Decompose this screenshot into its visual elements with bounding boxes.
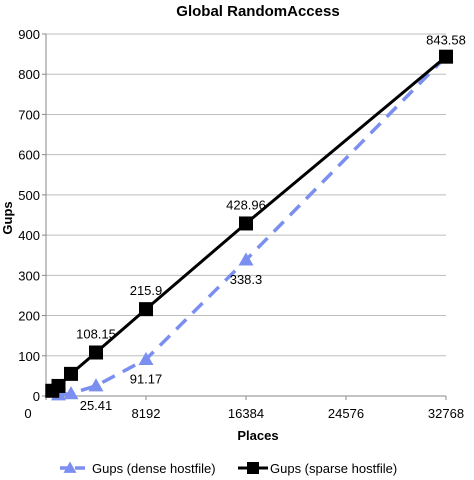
data-label: 25.41 xyxy=(80,398,113,413)
legend-label: Gups (dense hostfile) xyxy=(92,461,216,476)
y-tick-label: 300 xyxy=(18,268,40,283)
y-tick-label: 500 xyxy=(18,188,40,203)
series-group xyxy=(45,49,454,401)
legend-marker-square xyxy=(247,462,259,474)
data-label: 428.96 xyxy=(226,197,266,212)
y-tick-label: 600 xyxy=(18,148,40,163)
data-point-sparse xyxy=(64,366,78,381)
legend: Gups (dense hostfile) Gups (sparse hostfi… xyxy=(60,461,397,476)
y-tick-label: 700 xyxy=(18,107,40,122)
data-label: 108.15 xyxy=(76,326,116,341)
data-point-dense xyxy=(88,378,104,392)
y-tick-label: 200 xyxy=(18,309,40,324)
legend-marker-triangle xyxy=(63,461,77,473)
data-point-dense xyxy=(138,351,154,365)
data-labels: 25.41 91.17 338.3 108.15 215.9 428.96 843.58 xyxy=(76,33,466,413)
data-point-dense xyxy=(63,386,79,400)
y-tick-label: 400 xyxy=(18,228,40,243)
x-axis-ticks: 0 8192 16384 24576 32768 xyxy=(24,396,464,421)
y-tick-label: 900 xyxy=(18,27,40,42)
data-point-sparse xyxy=(51,378,66,393)
data-label: 91.17 xyxy=(130,371,163,386)
legend-label: Gups (sparse hostfile) xyxy=(270,461,397,476)
y-tick-label: 800 xyxy=(18,67,40,82)
data-point-sparse xyxy=(439,49,453,64)
y-axis-ticks: 0 100 200 300 400 500 600 700 800 900 xyxy=(18,27,46,404)
data-label: 338.3 xyxy=(230,272,263,287)
y-tick-label: 0 xyxy=(33,389,40,404)
data-point-sparse xyxy=(139,302,153,317)
x-tick-label: 16384 xyxy=(228,406,264,421)
data-label: 215.9 xyxy=(130,283,163,298)
x-tick-label: 32768 xyxy=(428,406,464,421)
axes xyxy=(45,34,446,397)
x-axis-title: Places xyxy=(237,428,278,443)
data-label: 843.58 xyxy=(426,33,466,48)
x-tick-label: 0 xyxy=(24,406,31,421)
data-point-sparse xyxy=(239,216,253,231)
chart-title: Global RandomAccess xyxy=(176,3,339,20)
y-tick-label: 100 xyxy=(18,349,40,364)
x-tick-label: 24576 xyxy=(328,406,364,421)
data-point-dense xyxy=(238,252,254,266)
x-tick-label: 8192 xyxy=(132,406,161,421)
y-axis-title: Gups xyxy=(0,201,15,234)
data-point-sparse xyxy=(89,345,103,360)
gridlines xyxy=(46,33,446,357)
